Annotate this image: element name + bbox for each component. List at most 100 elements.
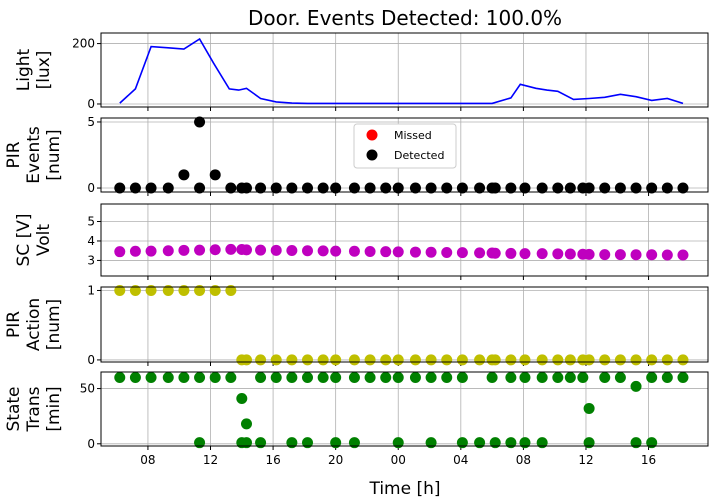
data-point-detected [194, 182, 206, 194]
legend-label: Detected [394, 149, 444, 162]
data-point [486, 372, 498, 384]
data-point [630, 437, 642, 449]
data-point [194, 284, 206, 296]
data-point [392, 437, 404, 449]
data-point [114, 372, 126, 384]
data-point [302, 437, 314, 449]
panel-2: 0 5 PIR Events [num] Missed Detected [4, 115, 709, 196]
y-axis-label-line: PIR [4, 311, 24, 338]
data-point [425, 437, 437, 449]
legend: Missed Detected [353, 123, 457, 169]
y-axis-label-line: Action [24, 298, 44, 351]
data-point-detected [583, 182, 595, 194]
data-point [630, 380, 642, 392]
data-point-detected [348, 182, 360, 194]
data-point-detected [474, 182, 486, 194]
data-point-detected [114, 182, 126, 194]
x-tick-label: 16 [641, 453, 656, 467]
y-tick-label: 1 [87, 283, 95, 297]
data-point [302, 354, 314, 366]
legend-label: Missed [394, 129, 432, 142]
data-point-detected [178, 169, 190, 181]
data-point [409, 246, 421, 258]
data-point [583, 248, 595, 260]
data-point [536, 437, 548, 449]
data-point [270, 372, 282, 384]
data-point [255, 354, 267, 366]
data-point-detected [646, 182, 658, 194]
data-point [661, 372, 673, 384]
data-point [145, 372, 157, 384]
data-point [317, 354, 329, 366]
data-point [240, 437, 252, 449]
y-tick-label: 0 [87, 437, 95, 451]
data-point [302, 372, 314, 384]
y-tick-label: 5 [87, 215, 95, 229]
y-tick-label: 0 [87, 181, 95, 195]
data-point-detected [194, 116, 206, 128]
panel-4: 0 1 PIR Action [num] [4, 283, 709, 367]
data-point [564, 372, 576, 384]
data-point [317, 372, 329, 384]
data-point [677, 372, 689, 384]
plot-frame [100, 371, 709, 447]
data-point [646, 437, 658, 449]
data-point [286, 437, 298, 449]
data-point-detected [209, 169, 221, 181]
data-point [348, 437, 360, 449]
data-point [286, 354, 298, 366]
data-point [630, 249, 642, 261]
panel-1: 0 200 Light [lux] [14, 32, 709, 111]
data-point-detected [240, 182, 252, 194]
data-point [583, 402, 595, 414]
x-axis-label: Time [h] [368, 479, 440, 499]
data-point [194, 372, 206, 384]
data-point [209, 372, 221, 384]
data-point [552, 354, 564, 366]
y-axis-label-line: Volt [34, 224, 54, 256]
data-point [519, 372, 531, 384]
data-point [240, 418, 252, 430]
data-point [661, 249, 673, 261]
data-point [348, 354, 360, 366]
data-point [552, 248, 564, 260]
data-point [577, 372, 589, 384]
data-point [456, 354, 468, 366]
data-point [255, 244, 267, 256]
data-point [225, 284, 237, 296]
data-point-detected [225, 182, 237, 194]
data-point [552, 372, 564, 384]
data-point [425, 372, 437, 384]
data-point-detected [330, 182, 342, 194]
data-point [489, 437, 501, 449]
data-point [583, 437, 595, 449]
data-point [255, 372, 267, 384]
y-tick-label: 200 [72, 37, 95, 51]
data-point [209, 244, 221, 256]
y-axis-label-line: Light [14, 48, 34, 91]
data-point [599, 354, 611, 366]
x-tick-label: 08 [140, 453, 155, 467]
data-point [425, 354, 437, 366]
data-point [129, 284, 141, 296]
x-tick-label: 12 [578, 453, 593, 467]
data-point [380, 246, 392, 258]
data-point [646, 372, 658, 384]
y-tick-label: 5 [87, 115, 95, 129]
y-axis-label-line: PIR [4, 141, 24, 168]
data-point [225, 372, 237, 384]
data-point [474, 354, 486, 366]
x-tick-label: 16 [265, 453, 280, 467]
data-point-detected [409, 182, 421, 194]
data-point [194, 244, 206, 256]
data-point [145, 245, 157, 257]
data-point-detected [519, 182, 531, 194]
data-point [409, 372, 421, 384]
data-point [441, 354, 453, 366]
data-point [240, 354, 252, 366]
data-point [489, 354, 501, 366]
data-point [474, 437, 486, 449]
data-point-detected [552, 182, 564, 194]
data-point [330, 372, 342, 384]
